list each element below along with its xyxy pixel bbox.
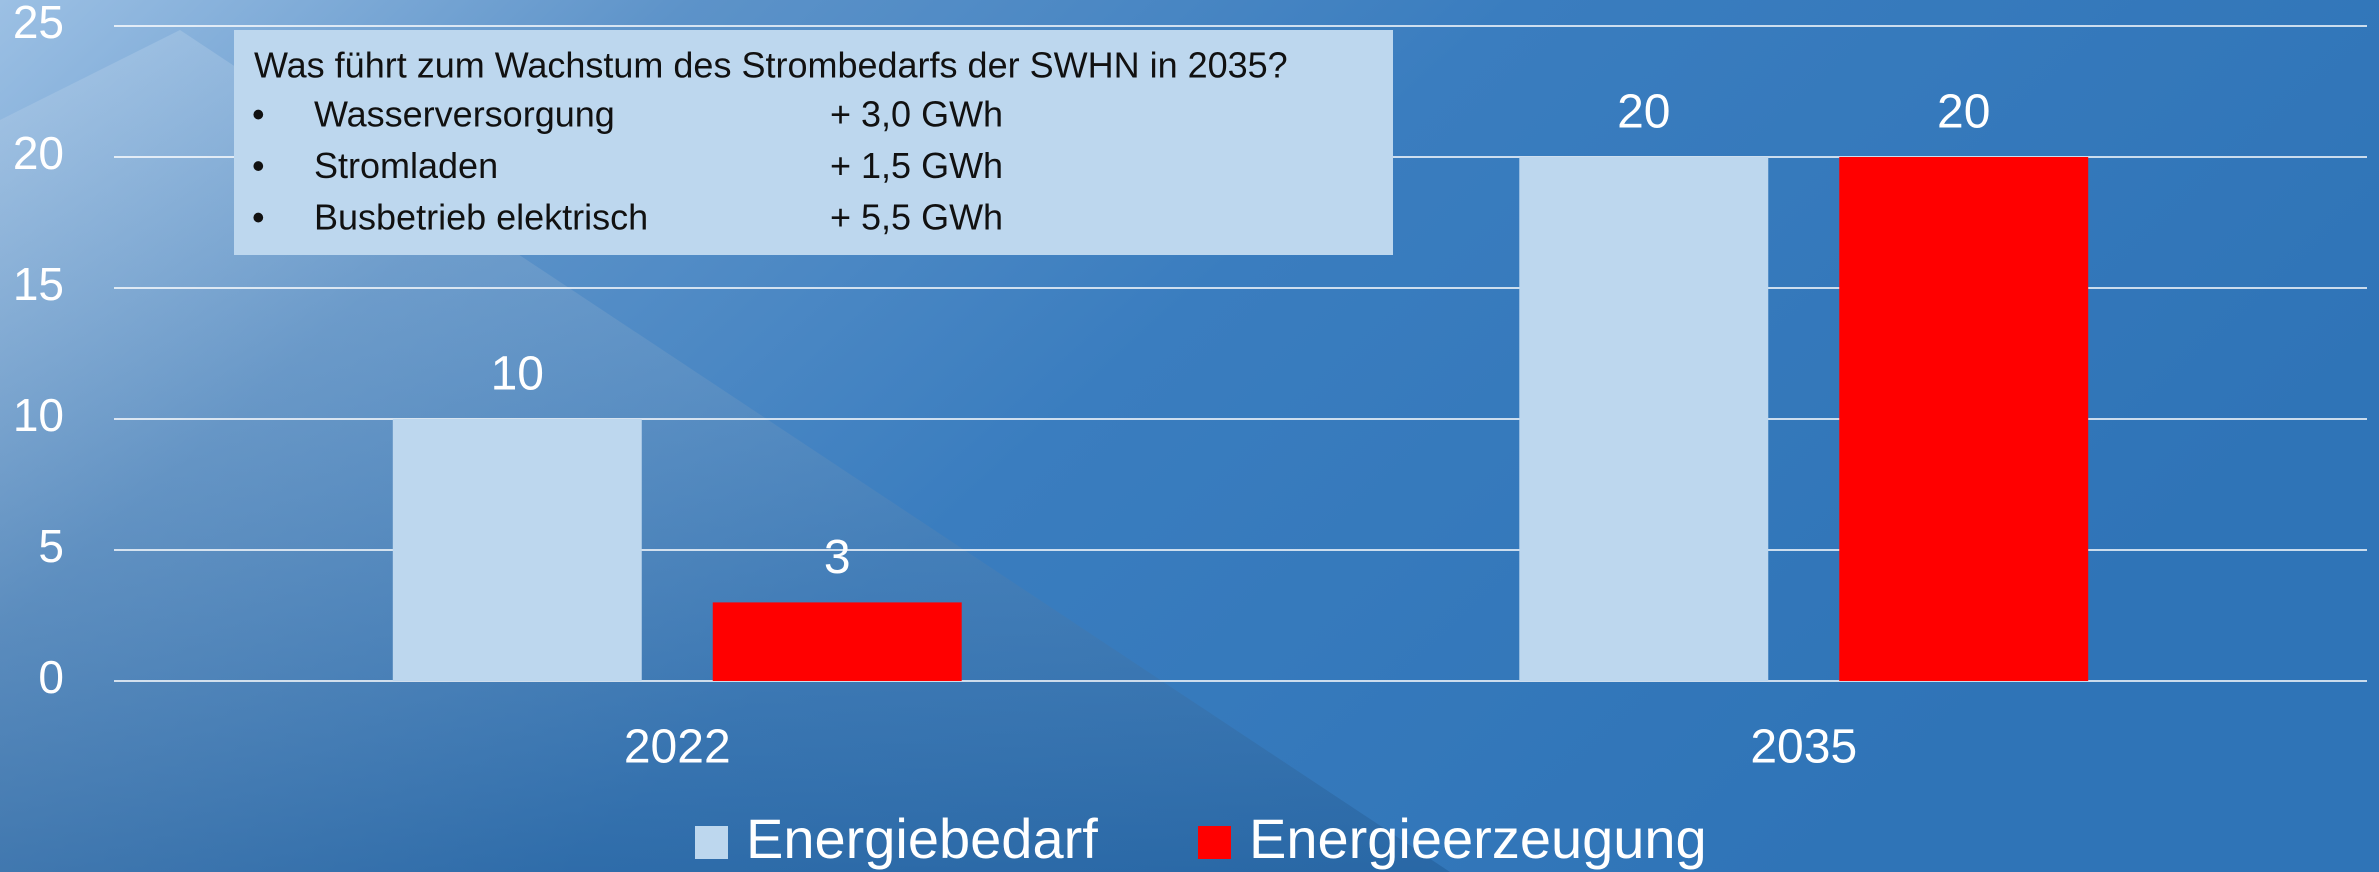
legend-swatch (1198, 826, 1231, 859)
y-tick-label: 10 (13, 389, 64, 441)
data-label: 10 (491, 348, 544, 401)
page: {"chart_data": {"type": "bar", "categori… (0, 0, 2379, 872)
annotation-bullet: • (252, 145, 265, 186)
y-tick-label: 5 (38, 520, 64, 572)
annotation-label: Stromladen (314, 145, 498, 186)
annotation-title: Was führt zum Wachstum des Strombedarfs … (254, 45, 1288, 86)
legend-label: Energiebedarf (746, 807, 1098, 870)
annotation-bullet: • (252, 94, 265, 135)
chart: 0 5 10 15 20 25 2022 10 3 2035 20 20 Energiebedarf En… (0, 0, 2379, 872)
legend-label: Energieerzeugung (1249, 807, 1707, 870)
bar (1839, 157, 2088, 681)
x-tick-label: 2035 (1750, 721, 1857, 774)
annotation-value: + 1,5 GWh (830, 145, 1003, 186)
y-tick-label: 20 (13, 127, 64, 179)
data-label: 20 (1617, 86, 1670, 139)
annotation-value: + 5,5 GWh (830, 197, 1003, 238)
annotation-label: Wasserversorgung (314, 94, 615, 135)
x-tick-label: 2022 (624, 721, 731, 774)
bar (1519, 157, 1768, 681)
bar (713, 602, 962, 681)
annotation-label: Busbetrieb elektrisch (314, 197, 648, 238)
y-tick-label: 25 (13, 0, 64, 48)
annotation-bullet: • (252, 197, 265, 238)
y-tick-label: 15 (13, 258, 64, 310)
y-tick-label: 0 (38, 651, 64, 703)
data-label: 3 (824, 531, 851, 584)
annotation-value: + 3,0 GWh (830, 94, 1003, 135)
legend-swatch (695, 826, 728, 859)
data-label: 20 (1937, 86, 1990, 139)
bar (393, 419, 642, 681)
